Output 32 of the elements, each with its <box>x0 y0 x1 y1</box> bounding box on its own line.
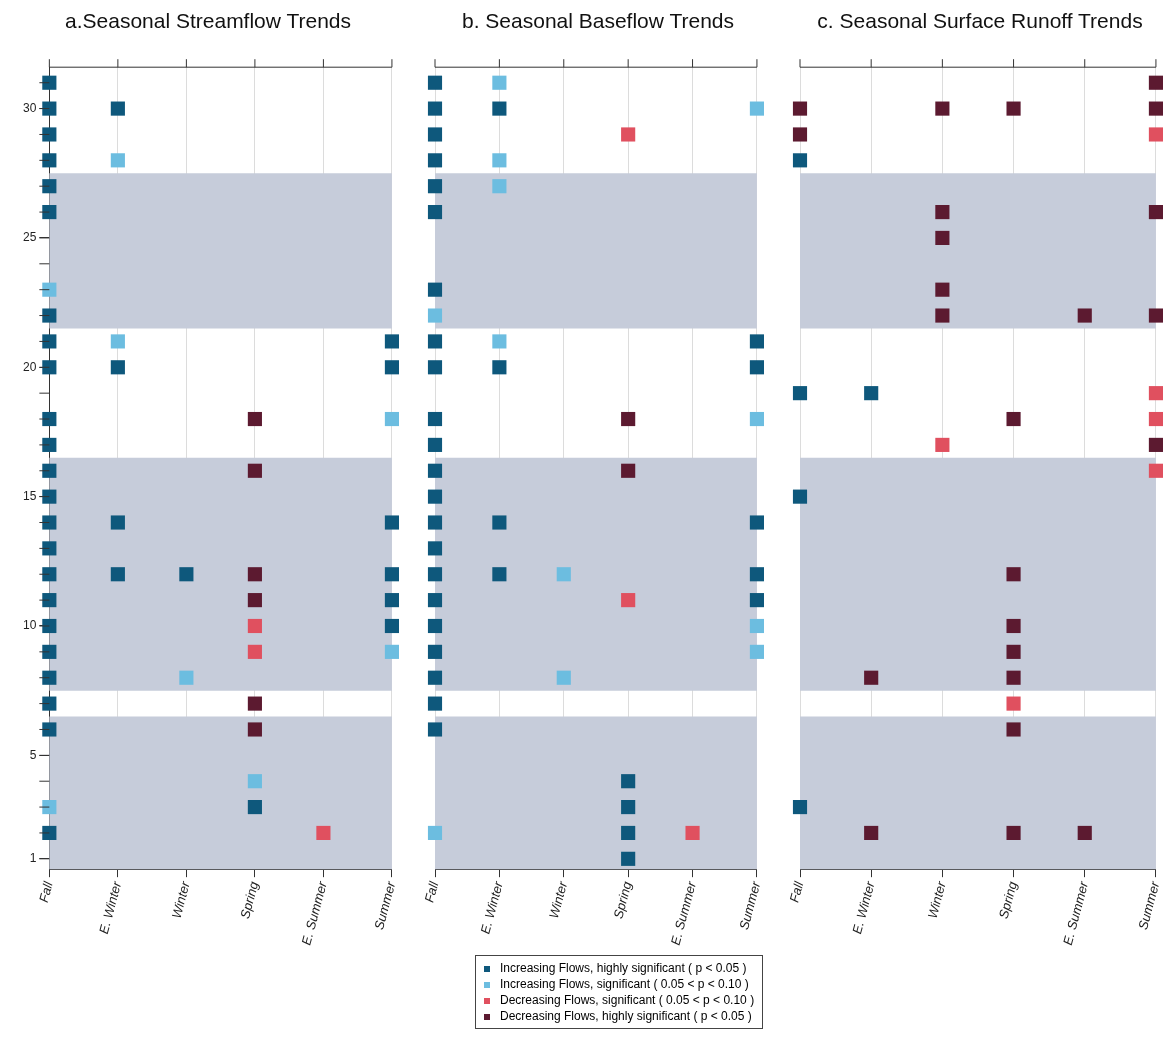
x-tick-label: E. Winter <box>849 879 878 936</box>
x-tick-label: Summer <box>1135 879 1163 932</box>
x-tick-label: Winter <box>924 879 949 921</box>
y-tick-label: 20 <box>22 359 37 374</box>
x-tick-label: Spring <box>237 879 262 921</box>
x-tick-label: Fall <box>786 878 807 905</box>
legend-label: Decreasing Flows, significant ( 0.05 < p < 0.10 ) <box>499 992 755 1008</box>
chart-title: b. Seasonal Baseflow Trends <box>462 9 734 33</box>
x-tick-label: E. Winter <box>477 879 506 936</box>
x-tick-label: Spring <box>995 879 1021 921</box>
x-tick-label: E. Summer <box>1059 879 1092 947</box>
chart-title: c. Seasonal Surface Runoff Trends <box>817 9 1143 33</box>
legend-label: Decreasing Flows, highly significant ( p < 0.05 ) <box>499 1008 753 1024</box>
x-tick-label: Fall <box>421 878 442 905</box>
legend-label: Increasing Flows, significant ( 0.05 < p < 0.10 ) <box>499 976 750 992</box>
legend-label: Increasing Flows, highly significant ( p < 0.05 ) <box>499 960 748 976</box>
y-tick-label: 1 <box>29 851 37 866</box>
x-tick-label: Fall <box>35 878 57 905</box>
x-tick-label: Winter <box>168 879 193 921</box>
y-tick-label: 30 <box>22 100 37 115</box>
y-tick-label: 25 <box>22 230 37 245</box>
x-tick-label: Spring <box>610 879 635 921</box>
x-tick-label: Summer <box>371 879 399 932</box>
chart-title: a.Seasonal Streamflow Trends <box>65 9 351 33</box>
x-tick-label: E. Summer <box>667 879 700 947</box>
x-tick-label: Winter <box>545 879 571 921</box>
x-tick-label: E. Summer <box>298 879 330 947</box>
y-tick-label: 10 <box>22 618 37 633</box>
x-tick-label: Summer <box>736 879 764 932</box>
x-tick-label: E. Winter <box>95 879 125 936</box>
y-tick-label: 15 <box>22 488 37 503</box>
y-tick-label: 5 <box>29 747 37 762</box>
